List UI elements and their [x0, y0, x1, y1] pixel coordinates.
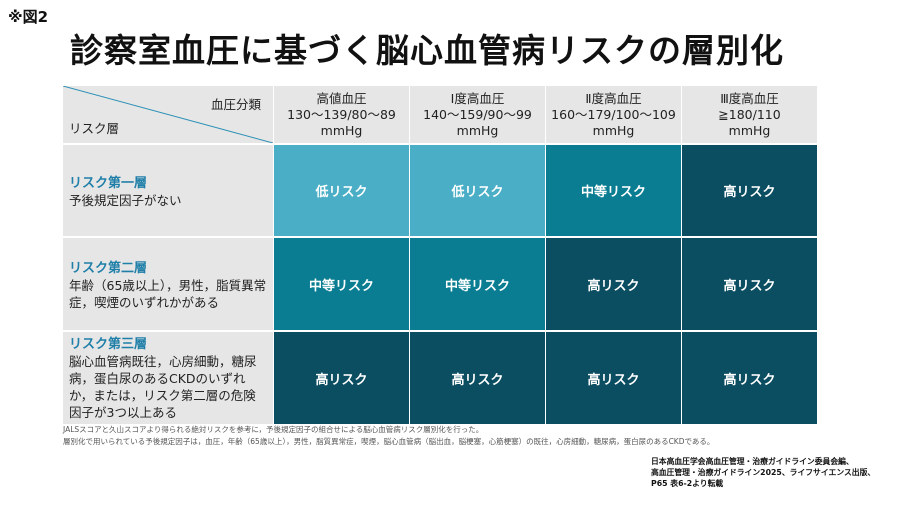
- row-header: リスク第二層 年齢（65歳以上），男性，脂質異常症，喫煙のいずれかがある: [63, 238, 273, 330]
- column-header-range: ≧180/110: [718, 106, 781, 122]
- risk-cell: 高リスク: [681, 238, 817, 330]
- risk-layer-name: リスク第一層: [69, 176, 148, 191]
- footnote: JALSスコアと久山スコアより得られる絶対リスクを参考に，予後規定因子の組合せに…: [63, 425, 484, 434]
- risk-cell: 中等リスク: [273, 238, 409, 330]
- risk-cell: 高リスク: [681, 145, 817, 236]
- source-citation: 高血圧管理・治療ガイドライン2025、ライフサイエンス出版、: [651, 468, 876, 477]
- diagonal-line: [63, 86, 273, 143]
- column-header-range: 130〜139/80〜89: [287, 106, 396, 122]
- row-header: リスク第三層 脳心血管病既往，心房細動，糖尿病，蛋白尿のあるCKDのいずれか，ま…: [63, 332, 273, 424]
- risk-cell: 低リスク: [409, 145, 545, 236]
- source-citation: P65 表6-2より転載: [651, 479, 724, 488]
- column-header-range: 140〜159/90〜99: [423, 106, 532, 122]
- column-header: Ⅲ度高血圧 ≧180/110 mmHg: [681, 86, 817, 143]
- risk-layer-name: リスク第二層: [69, 261, 148, 276]
- column-header-unit: mmHg: [592, 122, 635, 138]
- risk-cell: 低リスク: [273, 145, 409, 236]
- column-header-unit: mmHg: [456, 122, 499, 138]
- column-header-unit: mmHg: [320, 122, 363, 138]
- footnote: 層別化で用いられている予後規定因子は，血圧，年齢（65歳以上），男性，脂質異常症…: [63, 437, 715, 446]
- risk-cell: 高リスク: [545, 332, 681, 424]
- figure-label: ※図2: [8, 8, 49, 26]
- risk-layer-description: 脳心血管病既往，心房細動，糖尿病，蛋白尿のあるCKDのいずれか，または，リスク第…: [69, 354, 257, 420]
- table-corner-cell: 血圧分類 リスク層: [63, 86, 273, 143]
- risk-cell: 中等リスク: [409, 238, 545, 330]
- column-header: 高値血圧 130〜139/80〜89 mmHg: [273, 86, 409, 143]
- column-header-name: Ⅲ度高血圧: [720, 90, 779, 106]
- column-header: Ⅰ度高血圧 140〜159/90〜99 mmHg: [409, 86, 545, 143]
- column-header-unit: mmHg: [728, 122, 771, 138]
- column-header: Ⅱ度高血圧 160〜179/100〜109 mmHg: [545, 86, 681, 143]
- risk-cell: 高リスク: [545, 238, 681, 330]
- risk-layer-description: 予後規定因子がない: [69, 193, 182, 208]
- risk-layer-name: リスク第三層: [69, 337, 148, 352]
- column-header-range: 160〜179/100〜109: [551, 106, 676, 122]
- risk-layer-label: リスク層: [69, 121, 120, 136]
- column-header-name: 高値血圧: [316, 90, 367, 106]
- risk-cell: 高リスク: [681, 332, 817, 424]
- risk-cell: 高リスク: [273, 332, 409, 424]
- risk-layer-description: 年齢（65歳以上），男性，脂質異常症，喫煙のいずれかがある: [69, 278, 267, 310]
- risk-cell: 中等リスク: [545, 145, 681, 236]
- column-header-name: Ⅰ度高血圧: [450, 90, 505, 106]
- source-citation: 日本高血圧学会高血圧管理・治療ガイドライン委員会編、: [651, 457, 854, 466]
- row-header: リスク第一層 予後規定因子がない: [63, 145, 273, 236]
- page-title: 診察室血圧に基づく脳心血管病リスクの層別化: [70, 31, 784, 70]
- bp-classification-label: 血圧分類: [210, 97, 261, 112]
- risk-cell: 高リスク: [409, 332, 545, 424]
- risk-table: 血圧分類 リスク層 高値血圧 130〜139/80〜89 mmHg Ⅰ度高血圧 …: [63, 86, 817, 424]
- column-header-name: Ⅱ度高血圧: [585, 90, 642, 106]
